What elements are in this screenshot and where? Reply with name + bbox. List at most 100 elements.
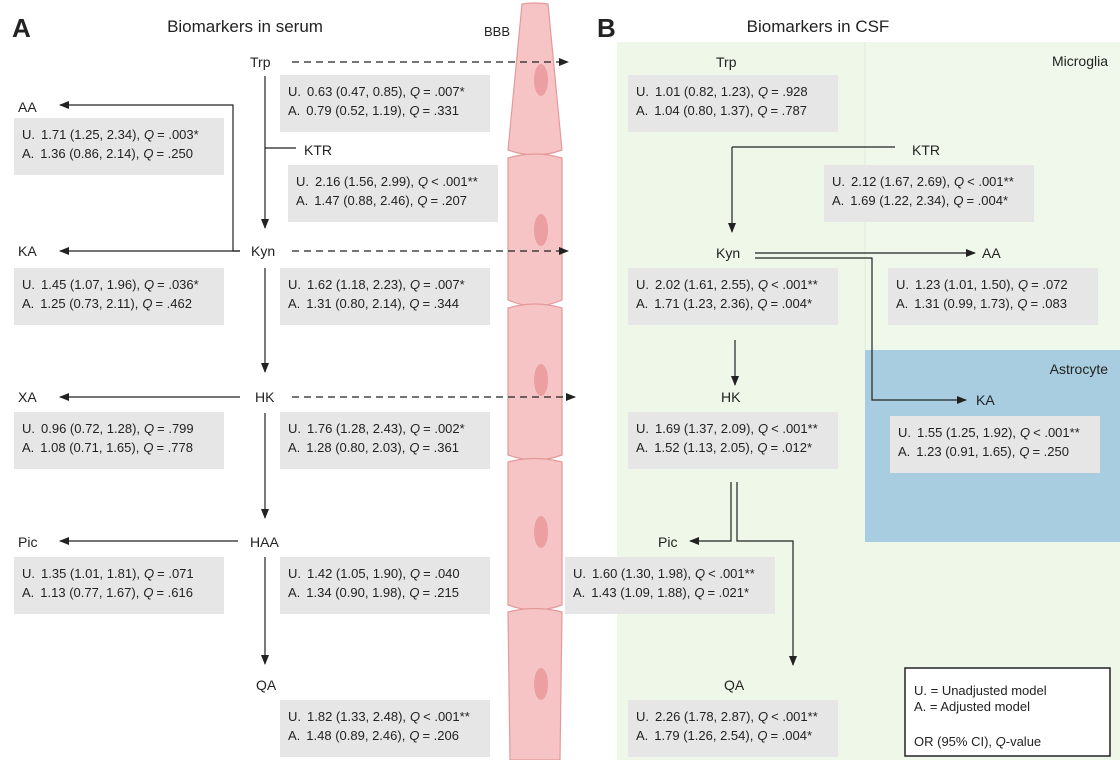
q-symbol: Q — [757, 440, 767, 455]
estimate: 1.82 (1.33, 2.48), — [307, 709, 406, 724]
model: A. — [636, 103, 648, 118]
model: U. — [896, 277, 909, 292]
stat-line: U.1.71 (1.25, 2.34),Q= .003* — [22, 127, 199, 142]
stat-line: U.1.55 (1.25, 1.92),Q< .001** — [898, 425, 1080, 440]
model: U. — [288, 566, 301, 581]
stat-line: A.1.08 (0.71, 1.65),Q= .778 — [22, 440, 193, 455]
q-value: = .344 — [422, 296, 459, 311]
q-value: = .462 — [155, 296, 192, 311]
estimate: 1.79 (1.26, 2.54), — [654, 728, 753, 743]
q-value: = .071 — [157, 566, 194, 581]
node-label: Trp — [250, 54, 271, 70]
q-symbol: Q — [757, 103, 767, 118]
model: A. — [898, 444, 910, 459]
model: A. — [896, 296, 908, 311]
node-label: Trp — [716, 54, 737, 70]
q-symbol: Q — [417, 193, 427, 208]
estimate: 1.28 (0.80, 2.03), — [306, 440, 405, 455]
model: A. — [22, 296, 34, 311]
stat-line: A.1.52 (1.13, 2.05),Q= .012* — [636, 440, 812, 455]
legend-line: U. = Unadjusted model — [914, 683, 1047, 698]
model: U. — [288, 84, 301, 99]
estimate: 1.35 (1.01, 1.81), — [41, 566, 140, 581]
stat-line: A.1.34 (0.90, 1.98),Q= .215 — [288, 585, 459, 600]
estimate: 1.45 (1.07, 1.96), — [41, 277, 140, 292]
stat-line: A.1.47 (0.88, 2.46),Q= .207 — [296, 193, 467, 208]
estimate: 1.23 (1.01, 1.50), — [915, 277, 1014, 292]
estimate: 1.43 (1.09, 1.88), — [591, 585, 690, 600]
estimate: 2.02 (1.61, 2.55), — [655, 277, 754, 292]
stat-line: U.2.02 (1.61, 2.55),Q< .001** — [636, 277, 818, 292]
q-value: = .361 — [422, 440, 459, 455]
q-value: < .001** — [967, 174, 1014, 189]
model: U. — [636, 84, 649, 99]
q-symbol: Q — [758, 709, 768, 724]
node-label: XA — [18, 389, 37, 405]
model: A. — [288, 728, 300, 743]
estimate: 1.01 (0.82, 1.23), — [655, 84, 754, 99]
stat-line: U. 1.35 (1.01, 1.81), Q= .071 — [22, 566, 194, 581]
q-symbol: Q — [757, 728, 767, 743]
model: A. — [288, 296, 300, 311]
stat-line: A.0.79 (0.52, 1.19),Q= .331 — [288, 103, 459, 118]
q-value: = .002* — [423, 421, 465, 436]
stat-line: U.1.42 (1.05, 1.90),Q= .040 — [288, 566, 460, 581]
model: U. — [636, 421, 649, 436]
q-value: = .021* — [707, 585, 749, 600]
stat-line: U.1.62 (1.18, 2.23),Q= .007* — [288, 277, 465, 292]
q-value: = .250 — [1032, 444, 1069, 459]
stat-line: A.1.36 (0.86, 2.14),Q= .250 — [22, 146, 193, 161]
estimate: 1.31 (0.99, 1.73), — [914, 296, 1013, 311]
estimate: 1.52 (1.13, 2.05), — [654, 440, 753, 455]
q-value: = .215 — [422, 585, 459, 600]
q-symbol: Q — [409, 585, 419, 600]
model: U. — [573, 566, 586, 581]
q-value: < .001** — [771, 421, 818, 436]
q-value: < .001** — [771, 709, 818, 724]
q-value: = .004* — [770, 296, 812, 311]
model: U. — [898, 425, 911, 440]
estimate: 1.71 (1.25, 2.34), — [41, 127, 140, 142]
stat-line: U. 1.76 (1.28, 2.43), Q= .002* — [288, 421, 465, 436]
q-symbol: Q — [1017, 296, 1027, 311]
stat-line: A.1.31 (0.80, 2.14),Q= .344 — [288, 296, 459, 311]
model: A. — [288, 585, 300, 600]
model: A. — [636, 440, 648, 455]
q-symbol: Q — [410, 277, 420, 292]
q-value: = .004* — [770, 728, 812, 743]
estimate: 1.76 (1.28, 2.43), — [307, 421, 406, 436]
node-label: KA — [976, 392, 995, 408]
node-label: KA — [18, 243, 37, 259]
estimate: 1.48 (0.89, 2.46), — [306, 728, 405, 743]
model: U. — [288, 277, 301, 292]
region-label: Astrocyte — [1050, 361, 1109, 377]
model: U. — [22, 566, 35, 581]
q-symbol: Q — [410, 421, 420, 436]
note-text: OR (95% CI), — [914, 734, 996, 749]
stat-line: U.1.60 (1.30, 1.98),Q< .001** — [573, 566, 755, 581]
model: U. — [288, 421, 301, 436]
stat-line: U.1.23 (1.01, 1.50),Q= .072 — [896, 277, 1068, 292]
q-symbol: Q — [694, 585, 704, 600]
bbb-cells — [508, 3, 562, 760]
q-symbol: Q — [410, 566, 420, 581]
q-value: = .799 — [157, 421, 194, 436]
model: A. — [636, 728, 648, 743]
node-label: KTR — [912, 142, 940, 158]
q-value: = .003* — [157, 127, 199, 142]
q-value: = .072 — [1031, 277, 1068, 292]
model: A. — [288, 440, 300, 455]
q-value: < .001** — [1033, 425, 1080, 440]
q-symbol: Q — [144, 127, 154, 142]
q-value: = .250 — [156, 146, 193, 161]
stat-line: U.0.96 (0.72, 1.28),Q= .799 — [22, 421, 194, 436]
stat-line: A.1.31 (0.99, 1.73),Q= .083 — [896, 296, 1067, 311]
node-label: QA — [724, 677, 745, 693]
estimate: 1.62 (1.18, 2.23), — [307, 277, 406, 292]
q-value: = .787 — [770, 103, 807, 118]
q-symbol: Q — [144, 566, 154, 581]
stat-line: U.2.26 (1.78, 2.87),Q< .001** — [636, 709, 818, 724]
q-value: = .331 — [422, 103, 459, 118]
estimate: 1.31 (0.80, 2.14), — [306, 296, 405, 311]
estimate: 1.69 (1.37, 2.09), — [655, 421, 754, 436]
